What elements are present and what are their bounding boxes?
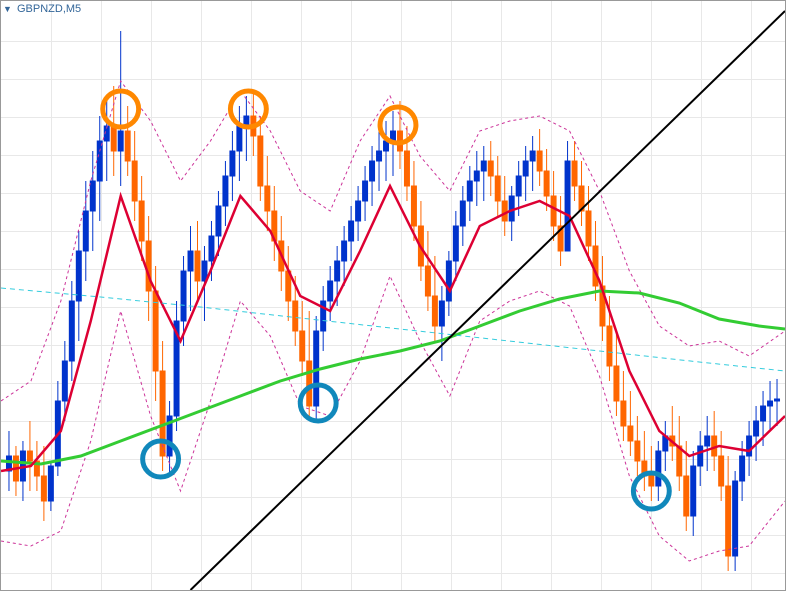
- candle-body: [761, 406, 766, 421]
- candle-body: [684, 476, 689, 516]
- candle-body: [691, 466, 696, 516]
- chart-canvas[interactable]: [1, 1, 785, 590]
- candle-body: [188, 251, 193, 271]
- candle-body: [27, 451, 32, 461]
- candle-body: [495, 176, 500, 201]
- candle-body: [607, 326, 612, 366]
- candle-body: [370, 161, 375, 181]
- candle-body: [453, 226, 458, 261]
- candle-body: [62, 361, 67, 401]
- candle-body: [747, 436, 752, 456]
- candle-body: [230, 151, 235, 176]
- candle-body: [565, 161, 570, 251]
- candle-body: [132, 161, 137, 201]
- candle-body: [488, 161, 493, 176]
- candle-body: [237, 126, 242, 151]
- moving-average-fast: [1, 186, 785, 471]
- candle-body: [649, 476, 654, 486]
- candle-body: [404, 151, 409, 186]
- candle-body: [195, 251, 200, 281]
- candle-body: [300, 331, 305, 361]
- candle-body: [586, 211, 591, 246]
- candle-body: [125, 131, 130, 161]
- candle-body: [111, 126, 116, 151]
- candle-body: [733, 481, 738, 556]
- candle-body: [293, 301, 298, 331]
- candle-body: [516, 176, 521, 196]
- candle-body: [614, 366, 619, 401]
- candle-body: [635, 441, 640, 461]
- candle-body: [621, 401, 626, 426]
- candle-body: [139, 201, 144, 241]
- candle-body: [377, 151, 382, 161]
- candle-body: [705, 436, 710, 446]
- candle-body: [97, 141, 102, 181]
- candle-body: [425, 266, 430, 296]
- candle-body: [467, 181, 472, 201]
- candle-body: [69, 301, 74, 361]
- candle-body: [76, 251, 81, 301]
- chart-title: ▼ GBPNZD,M5: [3, 3, 81, 15]
- candle-body: [439, 301, 444, 326]
- candle-body: [356, 201, 361, 221]
- candle-body: [719, 456, 724, 486]
- candle-body: [754, 421, 759, 436]
- candle-body: [41, 476, 46, 501]
- candle-body: [335, 261, 340, 281]
- candle-body: [216, 206, 221, 236]
- candle-body: [83, 211, 88, 251]
- candle-body: [698, 446, 703, 466]
- candle-body: [342, 241, 347, 261]
- candle-body: [146, 241, 151, 291]
- candle-body: [775, 399, 780, 401]
- bollinger-lower: [1, 276, 785, 561]
- candle-body: [223, 176, 228, 206]
- candle-body: [307, 361, 312, 406]
- candle-body: [628, 426, 633, 441]
- candle-body: [474, 171, 479, 181]
- candle-body: [537, 151, 542, 171]
- candle-body: [209, 236, 214, 261]
- dropdown-arrow-icon: ▼: [3, 4, 12, 14]
- candle-body: [460, 201, 465, 226]
- candle-body: [502, 201, 507, 221]
- chart-window[interactable]: ▼ GBPNZD,M5: [0, 0, 786, 591]
- candle-body: [432, 296, 437, 326]
- candle-body: [726, 486, 731, 556]
- candle-body: [118, 131, 123, 151]
- candle-body: [572, 161, 577, 186]
- candle-body: [481, 161, 486, 171]
- candle-body: [523, 161, 528, 176]
- symbol-timeframe-label: GBPNZD,M5: [17, 3, 81, 15]
- candle-body: [48, 466, 53, 501]
- candle-body: [740, 456, 745, 481]
- candle-body: [90, 181, 95, 211]
- candle-body: [328, 281, 333, 301]
- candle-body: [544, 171, 549, 196]
- candle-body: [446, 261, 451, 301]
- candle-body: [768, 401, 773, 406]
- candle-body: [363, 181, 368, 201]
- candle-body: [265, 186, 270, 211]
- candle-body: [656, 451, 661, 486]
- candle-body: [258, 136, 263, 186]
- candle-body: [181, 271, 186, 321]
- candle-body: [411, 186, 416, 226]
- candle-body: [551, 196, 556, 226]
- candle-body: [530, 151, 535, 161]
- candle-body: [349, 221, 354, 241]
